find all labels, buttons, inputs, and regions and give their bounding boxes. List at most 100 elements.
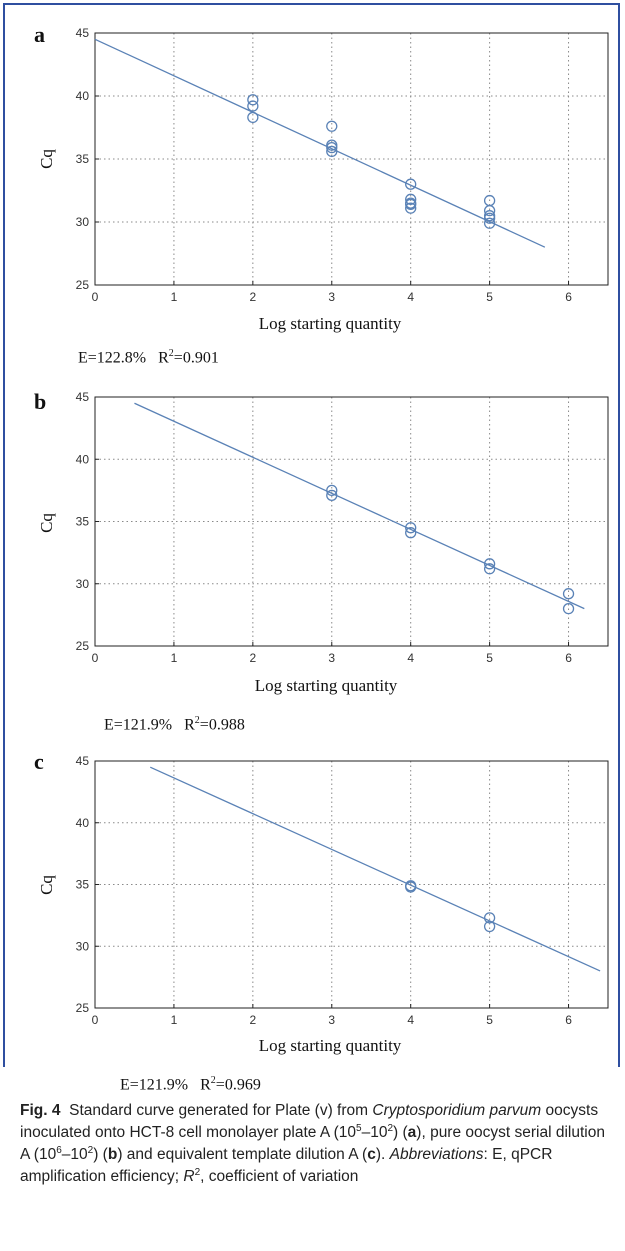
x-tick-label: 2 — [250, 1013, 257, 1027]
data-point — [326, 489, 338, 502]
x-tick-label: 0 — [92, 290, 99, 304]
caption-text: –10 — [61, 1146, 88, 1163]
data-point — [405, 198, 417, 211]
r2-value-a: =0.901 — [173, 349, 219, 367]
caption-sup: 5 — [356, 1122, 362, 1134]
data-point — [483, 558, 496, 570]
data-point — [405, 527, 417, 539]
y-tick-label: 40 — [76, 452, 90, 466]
panel-c: c 0 1 2 3 4 5 6 25 30 35 40 45 Cq Log starting quan… — [0, 749, 625, 1093]
fit-line — [94, 38, 546, 248]
data-point — [562, 588, 575, 600]
stats-c: E=121.9% R2=0.969 — [120, 1075, 261, 1094]
panel-b: b 0 1 2 3 4 5 6 25 30 35 40 45 Cq Log starting quan… — [0, 380, 625, 750]
data-point — [326, 142, 338, 154]
x-tick-label: 1 — [171, 1013, 178, 1027]
x-tick-label: 0 — [92, 651, 99, 665]
data-point — [247, 100, 259, 112]
y-tick-label: 35 — [76, 515, 90, 529]
data-point — [326, 484, 338, 497]
caption-fig-label: Fig. 4 — [20, 1102, 61, 1119]
y-axis-label-a: Cq — [37, 149, 56, 169]
y-tick-label: 30 — [76, 215, 90, 229]
caption-panel-ref-c: c — [367, 1146, 376, 1163]
x-tick-label: 5 — [486, 651, 493, 665]
caption-species: Cryptosporidium parvum — [372, 1102, 542, 1119]
x-tick-label: 5 — [486, 1013, 493, 1027]
x-tick-label: 2 — [250, 290, 257, 304]
y-tick-label: 30 — [76, 577, 90, 591]
caption-text: ). — [375, 1146, 390, 1163]
y-tick-label: 25 — [76, 278, 90, 292]
caption-text: ) and equivalent template dilution A ( — [117, 1146, 368, 1163]
x-tick-label: 5 — [486, 290, 493, 304]
caption-r: R — [183, 1168, 195, 1185]
y-axis-label-c: Cq — [37, 875, 56, 895]
stats-a: E=122.8% R2=0.901 — [78, 348, 219, 367]
data-point — [247, 111, 259, 124]
caption-text: ) ( — [393, 1124, 408, 1141]
caption-text: ), pure oocyst serial dilution A (10 — [20, 1124, 605, 1163]
data-point — [483, 205, 496, 217]
y-tick-label: 45 — [76, 754, 90, 768]
r2-label-b: R — [184, 716, 195, 734]
y-tick-label: 45 — [76, 390, 90, 404]
caption-text: : E, qPCR amplification efficiency; — [20, 1146, 553, 1185]
data-point — [405, 881, 417, 893]
data-point — [483, 563, 496, 575]
x-tick-label: 4 — [407, 290, 414, 304]
x-tick-label: 3 — [328, 290, 335, 304]
x-axis-label-a: Log starting quantity — [258, 314, 402, 333]
caption-text: , coefficient of variation — [200, 1168, 359, 1185]
y-tick-label: 25 — [76, 1001, 90, 1015]
x-tick-label: 1 — [171, 290, 178, 304]
r2-sup-c: 2 — [210, 1075, 216, 1086]
data-point — [483, 920, 496, 933]
caption-sup: 2 — [87, 1144, 94, 1156]
data-point — [247, 94, 259, 106]
x-tick-label: 6 — [565, 1013, 572, 1027]
x-tick-label: 4 — [407, 651, 414, 665]
data-point — [405, 202, 417, 214]
x-tick-label: 1 — [171, 651, 178, 665]
x-tick-label: 4 — [407, 1013, 414, 1027]
x-tick-label: 6 — [565, 651, 572, 665]
efficiency-c: E=121.9% — [120, 1076, 189, 1094]
caption-sup: 2 — [387, 1122, 394, 1134]
efficiency-a: E=122.8% — [78, 349, 147, 367]
figure-caption: Fig. 4 Standard curve generated for Plat… — [20, 1100, 610, 1188]
y-tick-label: 40 — [76, 816, 90, 830]
data-point — [562, 602, 575, 615]
data-point — [405, 522, 417, 534]
data-point — [326, 145, 338, 158]
panel-letter-b: b — [34, 389, 47, 414]
x-tick-label: 3 — [328, 651, 335, 665]
caption-panel-ref-b: b — [107, 1146, 118, 1163]
data-point — [405, 193, 417, 205]
data-point — [326, 120, 338, 132]
caption-panel-ref-a: a — [407, 1124, 417, 1141]
panel-letter-c: c — [34, 749, 44, 774]
y-axis-label-b: Cq — [37, 513, 56, 533]
fit-line — [134, 402, 585, 610]
y-tick-label: 40 — [76, 89, 90, 103]
caption-sup: 6 — [56, 1144, 62, 1156]
y-tick-label: 35 — [76, 878, 90, 892]
data-point — [483, 212, 496, 224]
x-tick-label: 2 — [250, 651, 257, 665]
y-tick-label: 35 — [76, 152, 90, 166]
x-tick-label: 0 — [92, 1013, 99, 1027]
stats-b: E=121.9% R2=0.988 — [104, 715, 245, 734]
caption-text: –10 — [361, 1124, 388, 1141]
efficiency-b: E=121.9% — [104, 716, 173, 734]
r2-label-a: R — [158, 349, 169, 367]
caption-text: ) ( — [93, 1146, 108, 1163]
y-tick-label: 45 — [76, 26, 90, 40]
caption-abbreviations: Abbreviations — [389, 1146, 484, 1163]
data-point — [483, 217, 496, 229]
y-tick-label: 25 — [76, 639, 90, 653]
figure-frame — [3, 3, 620, 1067]
fit-line — [149, 766, 601, 972]
